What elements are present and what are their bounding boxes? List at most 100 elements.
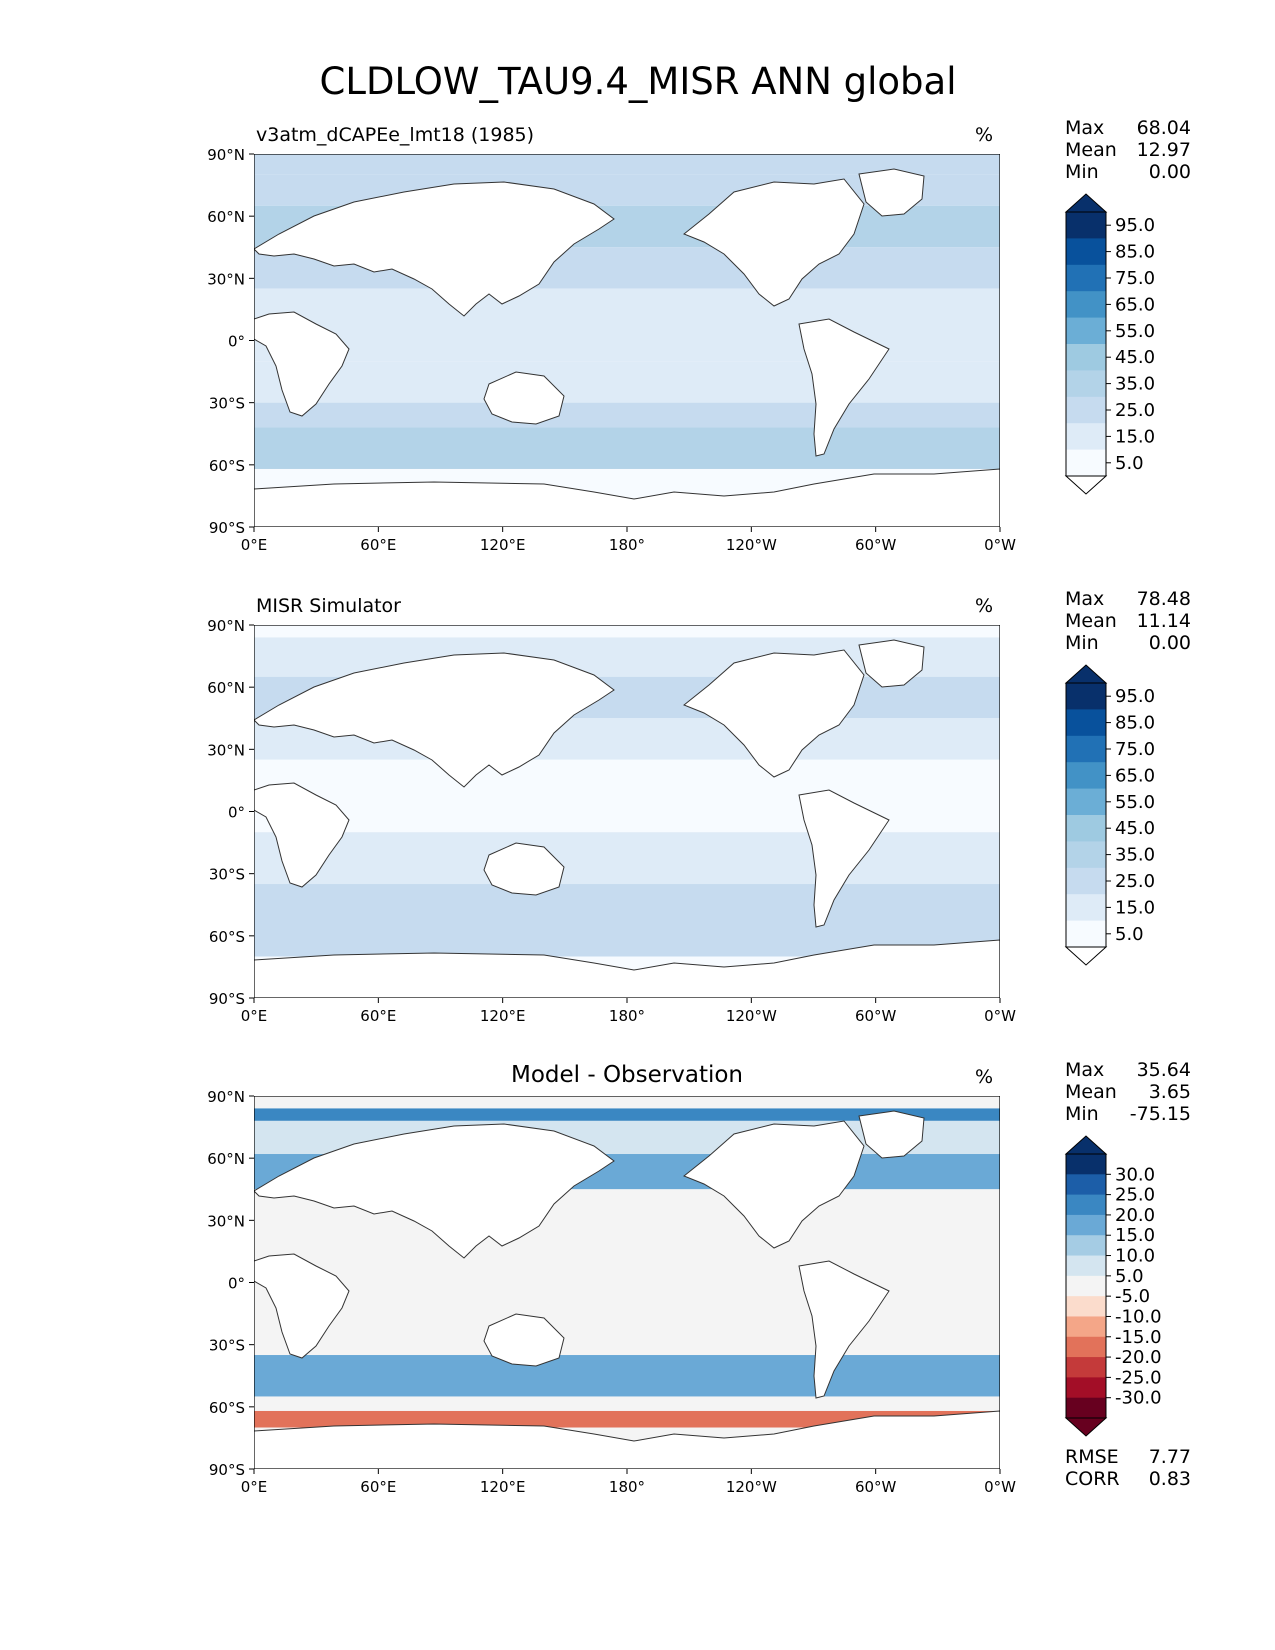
stats-block: Max 78.48 Mean 11.14 Min 0.00 (1065, 588, 1191, 654)
field-band (254, 884, 1000, 957)
colorbar-segment (1066, 396, 1106, 424)
stat-value: 0.83 (1149, 1468, 1191, 1490)
colorbar-segment (1066, 1316, 1106, 1338)
colorbar-extend-max (1064, 1135, 1108, 1155)
colorbar-label: 10.0 (1115, 1246, 1155, 1267)
colorbar-label: 25.0 (1115, 871, 1155, 892)
colorbar-label: 55.0 (1115, 321, 1155, 342)
x-tick-label: 60°W (855, 536, 897, 554)
colorbar-extend-min (1064, 1417, 1108, 1437)
y-tick-label: 30°S (209, 866, 245, 884)
colorbar-label: 5.0 (1115, 453, 1144, 474)
continent-south-america (798, 789, 890, 928)
panel-title: MISR Simulator (256, 595, 401, 617)
stat-label: Min (1065, 161, 1099, 183)
stat-value: 7.77 (1149, 1446, 1191, 1468)
colorbar-label: 15.0 (1115, 426, 1155, 447)
colorbar-segment (1066, 1397, 1106, 1419)
units-label: % (975, 595, 993, 617)
y-tick-label: 60°N (207, 679, 245, 697)
x-tick-label: 120°W (726, 536, 777, 554)
x-tick-label: 120°E (480, 536, 526, 554)
map-field (254, 1096, 1000, 1469)
x-tick-label: 0°W (984, 1478, 1016, 1496)
stat-label: Min (1065, 1103, 1099, 1125)
x-tick-label: 60°E (360, 1007, 396, 1025)
colorbar-segment (1066, 735, 1106, 763)
colorbar: 30.025.020.015.010.05.0-5.0-10.0-15.0-20… (1064, 1135, 1162, 1437)
colorbar-segment (1066, 238, 1106, 266)
colorbar-label: -30.0 (1115, 1388, 1162, 1409)
colorbar-segment (1066, 291, 1106, 319)
x-tick-label: 0°W (984, 1007, 1016, 1025)
panel-title: v3atm_dCAPEe_lmt18 (1985) (256, 124, 534, 146)
x-tick-label: 60°E (360, 1478, 396, 1496)
colorbar-label: 5.0 (1115, 924, 1144, 945)
continents (254, 1110, 1000, 1469)
colorbar-segment (1066, 709, 1106, 737)
colorbar-segment (1066, 1296, 1106, 1317)
colorbar-label: 15.0 (1115, 1225, 1155, 1246)
stat-label: Mean (1065, 610, 1117, 632)
rmse-corr-block: RMSE 7.77 CORR 0.83 (1065, 1446, 1191, 1490)
y-tick-label: 90°N (207, 1088, 245, 1106)
x-tick-label: 120°E (480, 1478, 526, 1496)
colorbar-label: 65.0 (1115, 765, 1155, 786)
colorbar-segment (1066, 1357, 1106, 1378)
colorbar-label: -20.0 (1115, 1347, 1162, 1368)
field-band (254, 1355, 1000, 1397)
y-tick-label: 30°S (209, 1337, 245, 1355)
continent-north-america (683, 178, 865, 307)
x-tick-label: 180° (609, 536, 645, 554)
colorbar-label: 5.0 (1115, 1266, 1144, 1287)
y-tick-label: 90°S (209, 519, 245, 537)
continent-antarctica (254, 468, 1000, 527)
colorbar-segment (1066, 317, 1106, 345)
x-tick-label: 180° (609, 1478, 645, 1496)
stat-label: Min (1065, 632, 1099, 654)
field-band (254, 625, 1000, 638)
continent-africa (254, 311, 350, 417)
field-band (254, 402, 1000, 428)
colorbar-label: 45.0 (1115, 347, 1155, 368)
colorbar-label: 25.0 (1115, 400, 1155, 421)
colorbar-label: 85.0 (1115, 713, 1155, 734)
continent-antarctica (254, 939, 1000, 998)
y-tick-label: 90°N (207, 617, 245, 635)
stat-value: -75.15 (1130, 1103, 1191, 1125)
colorbar-label: 25.0 (1115, 1185, 1155, 1206)
stats-block: Max 35.64 Mean 3.65 Min -75.15 (1065, 1059, 1191, 1125)
map-field (254, 625, 1000, 998)
y-tick-label: 30°N (207, 1212, 245, 1230)
colorbar-segment (1066, 1336, 1106, 1358)
colorbar-segment (1066, 683, 1106, 710)
stat-label: RMSE (1065, 1446, 1119, 1468)
field-band (254, 361, 1000, 403)
stat-value: 11.14 (1137, 610, 1191, 632)
x-tick-label: 60°W (855, 1478, 897, 1496)
colorbar-segment (1066, 449, 1106, 477)
panel-test: v3atm_dCAPEe_lmt18 (1985) % 90°N 60°N 30°N… (207, 117, 1191, 554)
continent-eurasia (254, 652, 615, 788)
stat-label: CORR (1065, 1468, 1120, 1490)
colorbar-segment (1066, 1377, 1106, 1399)
x-tick-label: 120°W (726, 1007, 777, 1025)
colorbar-label: 95.0 (1115, 215, 1155, 236)
continent-africa (254, 782, 350, 888)
stat-label: Max (1065, 588, 1104, 610)
y-tick-label: 0° (228, 804, 245, 822)
stat-label: Mean (1065, 139, 1117, 161)
colorbar-label: -10.0 (1115, 1306, 1162, 1327)
colorbar-label: 45.0 (1115, 818, 1155, 839)
colorbar-extend-min (1064, 475, 1108, 495)
colorbar-segment (1066, 1235, 1106, 1257)
colorbar-label: 20.0 (1115, 1205, 1155, 1226)
units-label: % (975, 124, 993, 146)
stat-label: Max (1065, 117, 1104, 139)
y-tick-label: 90°N (207, 146, 245, 164)
y-tick-label: 60°N (207, 1150, 245, 1168)
x-tick-label: 180° (609, 1007, 645, 1025)
colorbar-extend-max (1064, 193, 1108, 213)
colorbar-segment (1066, 1275, 1106, 1297)
